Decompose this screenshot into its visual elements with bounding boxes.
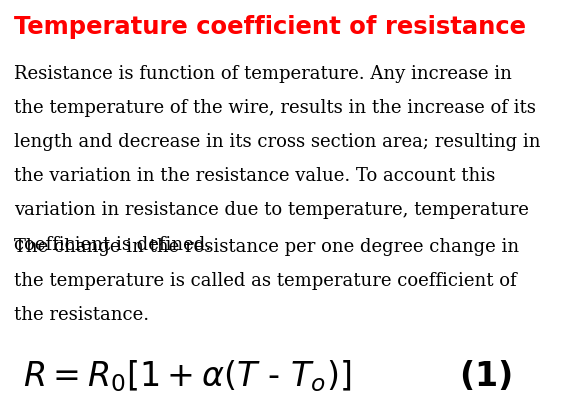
- Text: variation in resistance due to temperature, temperature: variation in resistance due to temperatu…: [14, 201, 529, 219]
- Text: the resistance.: the resistance.: [14, 306, 149, 324]
- Text: coefficient is defined.: coefficient is defined.: [14, 236, 211, 254]
- Text: Temperature coefficient of resistance: Temperature coefficient of resistance: [14, 15, 526, 39]
- Text: the variation in the resistance value. To account this: the variation in the resistance value. T…: [14, 167, 496, 185]
- Text: Resistance is function of temperature. Any increase in: Resistance is function of temperature. A…: [14, 65, 512, 83]
- Text: $\mathit{R} = \mathit{R}_{\mathit{0}}\left[1 + \alpha(\mathit{T}\ \text{-}\ \mat: $\mathit{R} = \mathit{R}_{\mathit{0}}\le…: [23, 359, 351, 394]
- Text: the temperature is called as temperature coefficient of: the temperature is called as temperature…: [14, 272, 517, 290]
- Text: length and decrease in its cross section area; resulting in: length and decrease in its cross section…: [14, 133, 541, 151]
- Text: $\mathbf{(1)}$: $\mathbf{(1)}$: [459, 359, 512, 393]
- Text: The change in the resistance per one degree change in: The change in the resistance per one deg…: [14, 238, 519, 256]
- Text: the temperature of the wire, results in the increase of its: the temperature of the wire, results in …: [14, 99, 536, 117]
